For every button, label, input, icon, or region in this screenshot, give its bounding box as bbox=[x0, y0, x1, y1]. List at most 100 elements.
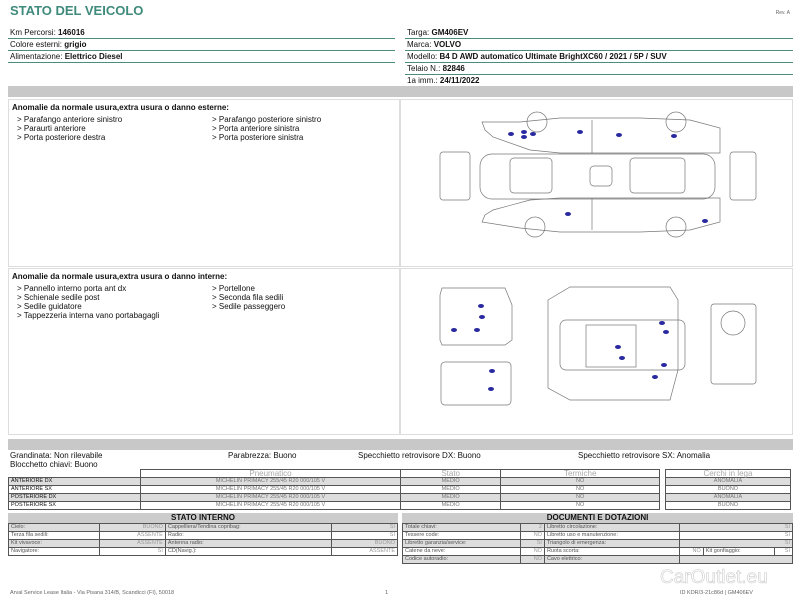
kv-label: Kit gonfiaggio: bbox=[702, 547, 775, 556]
tyre-row: POSTERIORE DX MICHELIN PRIMACY 255/45 R20… bbox=[8, 493, 660, 502]
kv-row: Catene da neve: NO Ruota scorta: NO Kit gonf… bbox=[401, 547, 794, 556]
tyre-winter: NO bbox=[500, 501, 660, 510]
info-value: grigio bbox=[64, 40, 87, 49]
tyre-model: MICHELIN PRIMACY 255/45 R20 000/105 V bbox=[140, 493, 401, 502]
info-label: Modello: bbox=[407, 52, 438, 61]
kv-row: Kit vivavoce: ASSENTE Antenna radio: BUONO bbox=[7, 539, 398, 548]
damage-marker bbox=[616, 133, 622, 137]
damage-marker bbox=[488, 387, 494, 391]
alloy-wheel-state: BUONO bbox=[665, 501, 791, 510]
header-state: Stato bbox=[399, 469, 502, 478]
anomaly-item: > Portellone bbox=[212, 284, 255, 293]
kv-row: Tessere code: NO Libretto uso e manutenzio… bbox=[401, 531, 793, 540]
kv-row: Navigatore: SI CD(Navig.): ASSENTE bbox=[7, 547, 398, 556]
alloy-wheel-state: BUONO bbox=[665, 485, 791, 494]
document-id: ID KDR/3-21c86d | GM406EV bbox=[680, 590, 753, 596]
kv-label: Terza fila sedili: bbox=[7, 531, 101, 540]
tyre-model: MICHELIN PRIMACY 255/45 R20 000/105 V bbox=[140, 501, 401, 510]
interior-title: Anomalie da normale usura,extra usura o … bbox=[12, 272, 228, 281]
kv-value: BUONO bbox=[331, 539, 398, 548]
anomaly-item: > Parafango anteriore sinistro bbox=[17, 115, 123, 124]
anomaly-item: > Pannello interno porta ant dx bbox=[17, 284, 127, 293]
kv-label: Cielo: bbox=[7, 523, 101, 532]
tyre-position: POSTERIORE DX bbox=[8, 493, 141, 502]
kv-value: NO bbox=[679, 547, 704, 556]
revision: Rev. A bbox=[775, 10, 790, 16]
kv-label: CD(Navig.): bbox=[164, 547, 333, 556]
damage-marker bbox=[663, 330, 669, 334]
kv-value: SI bbox=[773, 547, 794, 556]
exterior-diagram bbox=[400, 99, 793, 267]
info-value: 146016 bbox=[58, 28, 85, 37]
damage-marker bbox=[530, 132, 536, 136]
page-title: STATO DEL VEICOLO bbox=[10, 3, 144, 18]
kv-value: SI bbox=[679, 523, 793, 532]
kv-value bbox=[679, 555, 793, 564]
damage-marker bbox=[619, 356, 625, 360]
kv-label: Ruota scorta: bbox=[543, 547, 681, 556]
alloy-wheels-table: Cerchi in lega ANOMALIA BUONO ANOMALIA BUON… bbox=[665, 469, 791, 510]
kv-label: Cappelliera/Tendina copribag: bbox=[164, 523, 333, 532]
info-row: Km Percorsi: 146016 bbox=[8, 27, 395, 39]
kv-label: Cavo elettrico: bbox=[543, 555, 681, 564]
exterior-title: Anomalie da normale usura,extra usura o … bbox=[12, 103, 229, 112]
kv-value: SI bbox=[331, 531, 398, 540]
kv-value: NO bbox=[520, 555, 545, 564]
kv-value: 2 bbox=[520, 523, 545, 532]
exterior-list: > Parafango anteriore sinistro > Parafang… bbox=[17, 115, 399, 142]
interior-diagram bbox=[400, 268, 793, 435]
info-value: Elettrico Diesel bbox=[64, 52, 123, 61]
kv-value: ASSENTE bbox=[99, 531, 166, 540]
tyre-row: ANTERIORE DX MICHELIN PRIMACY 255/45 R20 … bbox=[8, 477, 660, 486]
info-label: Marca: bbox=[407, 40, 432, 49]
kv-label: Triangolo di emergenza: bbox=[543, 539, 681, 548]
kv-row: Terza fila sedili: ASSENTE Radio: SI bbox=[7, 531, 398, 540]
kv-row: Cielo: BUONO Cappelliera/Tendina copribag:… bbox=[7, 523, 398, 532]
info-value: VOLVO bbox=[433, 40, 462, 49]
kv-label: Kit vivavoce: bbox=[7, 539, 101, 548]
anomaly-item: > Tappezzeria interna vano portabagagli bbox=[17, 311, 160, 320]
info-value: GM406EV bbox=[431, 28, 469, 37]
damage-marker bbox=[474, 328, 480, 332]
mirror-sx-check: Specchietto retrovisore SX: Anomalia bbox=[578, 451, 711, 460]
damage-marker bbox=[479, 315, 485, 319]
damage-marker bbox=[521, 135, 527, 139]
tyre-position: POSTERIORE SX bbox=[8, 501, 141, 510]
kv-value: SI bbox=[520, 539, 545, 548]
info-row: Modello: B4 D AWD automatico Ultimate Br… bbox=[405, 51, 793, 63]
kv-value: SI bbox=[679, 539, 793, 548]
windshield-check: Parabrezza: Buono bbox=[228, 451, 297, 460]
damage-marker bbox=[671, 134, 677, 138]
kv-value: ASSENTE bbox=[99, 539, 166, 548]
kv-label: Libretto garanzia/service: bbox=[401, 539, 522, 548]
kv-value: ASSENTE bbox=[331, 547, 398, 556]
damage-marker bbox=[659, 321, 665, 325]
kv-value: SI bbox=[679, 531, 793, 540]
tyre-winter: NO bbox=[500, 485, 660, 494]
kv-label: Antenna radio: bbox=[164, 539, 333, 548]
kv-label: Radio: bbox=[164, 531, 333, 540]
kv-value: SI bbox=[331, 523, 398, 532]
tyre-state: MEDIO bbox=[399, 493, 502, 502]
kv-row: Totale chiavi: 2 Libretto circolazione: SI bbox=[401, 523, 793, 532]
tyre-model: MICHELIN PRIMACY 255/45 R20 000/105 V bbox=[140, 485, 401, 494]
footer-address: Arval Service Lease Italia - Via Pisana … bbox=[10, 590, 175, 596]
tyre-state: MEDIO bbox=[399, 477, 502, 486]
kv-row: Codice autoradio: NO Cavo elettrico: bbox=[401, 555, 793, 564]
interior-list: > Pannello interno porta ant dx > Portell… bbox=[17, 284, 399, 320]
interior-cabin-view bbox=[547, 286, 686, 401]
alloy-wheel-state: ANOMALIA bbox=[665, 477, 791, 486]
damage-marker bbox=[661, 363, 667, 367]
kv-label: Libretto circolazione: bbox=[543, 523, 681, 532]
info-value: 24/11/2022 bbox=[439, 76, 480, 85]
documents-section: DOCUMENTI E DOTAZIONI Totale chiavi: 2 Lib… bbox=[401, 513, 794, 564]
kv-label: Totale chiavi: bbox=[401, 523, 522, 532]
info-label: Targa: bbox=[407, 28, 430, 37]
info-row: Alimentazione: Elettrico Diesel bbox=[8, 51, 395, 63]
kv-label: Codice autoradio: bbox=[401, 555, 522, 564]
hail-check: Grandinata: Non rilevabile bbox=[10, 451, 103, 460]
kv-value: SI bbox=[99, 547, 166, 556]
kv-value: NO bbox=[520, 547, 545, 556]
tyre-state: MEDIO bbox=[399, 501, 502, 510]
internal-state-section: STATO INTERNO Cielo: BUONO Cappelliera/Ten… bbox=[7, 513, 398, 556]
